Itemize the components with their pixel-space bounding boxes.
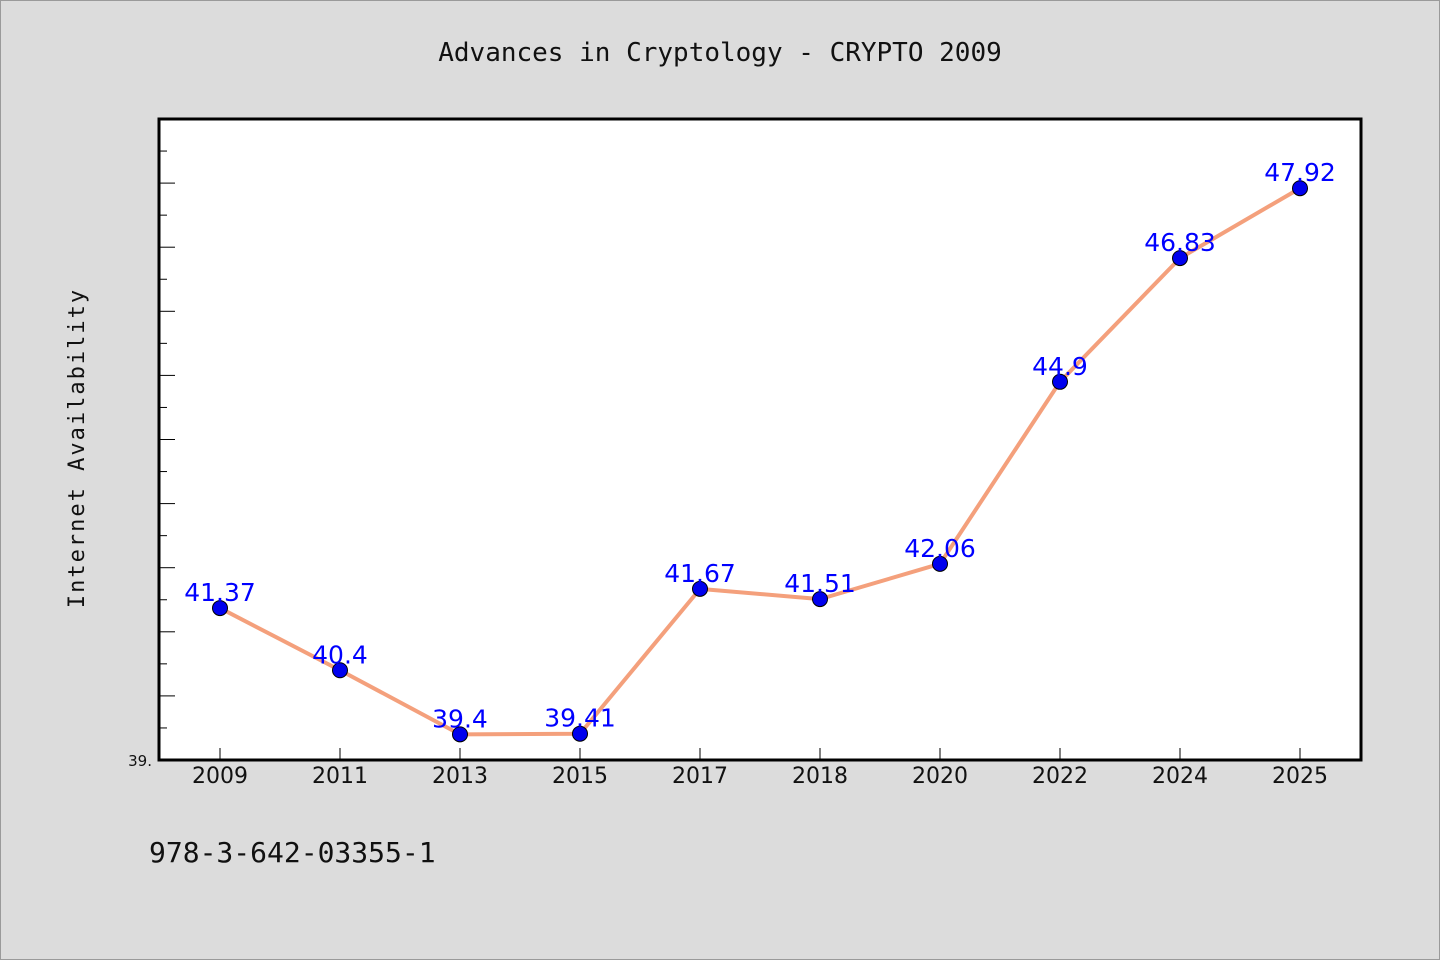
x-axis-tick-labels: 2009 2011 2013 2015 2017 2018 2020 2022 2024 2025 <box>192 764 1328 789</box>
data-point <box>812 591 828 608</box>
data-label: 39.41 <box>544 704 616 733</box>
data-label: 41.37 <box>184 578 256 607</box>
data-label: 44.9 <box>1032 352 1088 381</box>
y-tick-label: 39. <box>128 752 152 770</box>
x-tick-label: 2020 <box>912 764 968 789</box>
isbn-footer: 978-3-642-03355-1 <box>149 836 436 869</box>
x-tick-label: 2015 <box>552 764 608 789</box>
y-axis-label: Internet Availability <box>65 288 90 608</box>
data-point <box>1052 373 1068 390</box>
plot-area <box>157 117 1363 762</box>
x-tick-label: 2022 <box>1032 764 1088 789</box>
data-point <box>332 662 348 679</box>
x-tick-label: 2025 <box>1272 764 1328 789</box>
data-label: 39.4 <box>432 704 488 733</box>
data-label: 46.83 <box>1144 228 1216 257</box>
data-label: 41.67 <box>664 559 736 588</box>
x-tick-label: 2011 <box>312 764 368 789</box>
data-point <box>212 600 228 617</box>
series-line <box>219 186 1302 737</box>
data-labels: 41.37 40.4 39.4 39.41 41.67 41.51 42.06 44.9 46.… <box>184 158 1336 733</box>
data-point <box>572 725 588 742</box>
x-tick-label: 2009 <box>192 764 248 789</box>
x-tick-label: 2013 <box>432 764 488 789</box>
chart-title: Advances in Cryptology - CRYPTO 2009 <box>438 38 1002 68</box>
data-point <box>452 726 468 743</box>
data-point <box>1172 250 1188 267</box>
x-axis-ticks <box>219 748 1301 760</box>
data-label: 42.06 <box>904 534 976 563</box>
data-point <box>692 580 708 597</box>
data-point <box>1292 180 1308 197</box>
x-tick-label: 2018 <box>792 764 848 789</box>
x-tick-label: 2017 <box>672 764 728 789</box>
x-tick-label: 2024 <box>1152 764 1208 789</box>
data-label: 41.51 <box>784 569 856 598</box>
data-label: 40.4 <box>312 640 368 669</box>
y-axis-ticks <box>159 150 175 729</box>
data-point <box>932 555 948 572</box>
series-markers <box>212 180 1308 743</box>
data-label: 47.92 <box>1264 158 1336 187</box>
